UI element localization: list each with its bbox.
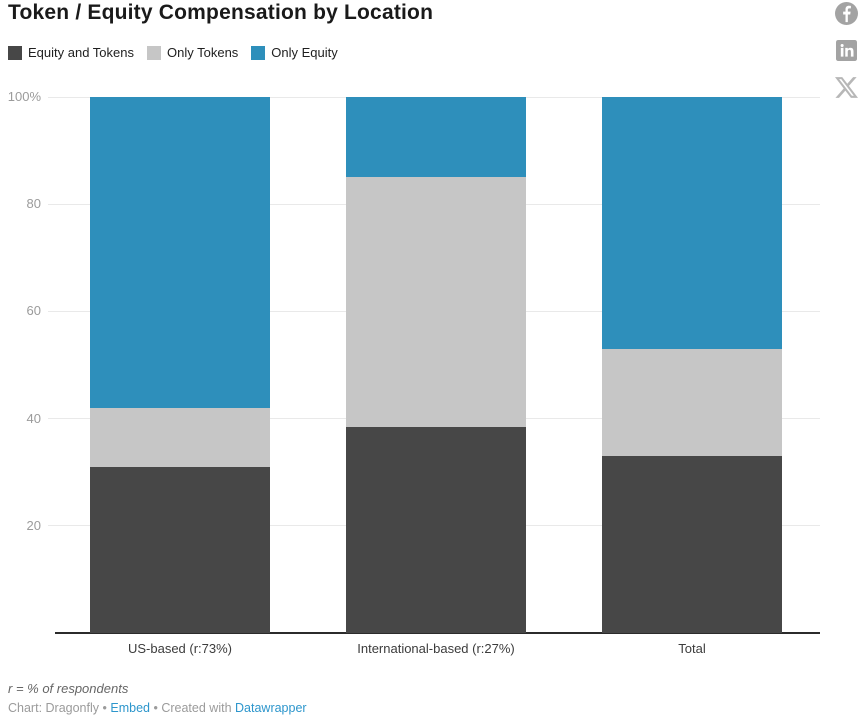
bar-segment-only-tokens[interactable] — [346, 177, 526, 427]
stacked-bar — [346, 97, 526, 633]
share-toolbar — [835, 2, 858, 114]
legend-swatch — [147, 45, 161, 60]
legend-swatch — [8, 45, 22, 60]
facebook-share-icon[interactable] — [835, 2, 858, 25]
y-axis-tick-label: 60 — [26, 303, 41, 319]
linkedin-share-icon[interactable] — [836, 40, 857, 61]
legend-item: Only Tokens — [147, 45, 238, 60]
datawrapper-link[interactable]: Datawrapper — [235, 701, 307, 715]
legend-item: Equity and Tokens — [8, 45, 134, 60]
bar-segment-only-equity[interactable] — [346, 97, 526, 178]
bar-segment-only-tokens[interactable] — [90, 407, 270, 467]
credit-separator: • — [102, 701, 107, 715]
x-axis-category-label: US-based (r:73%) — [127, 641, 233, 656]
legend-label: Equity and Tokens — [28, 45, 134, 60]
bar-segment-only-equity[interactable] — [90, 97, 270, 408]
y-axis-tick-label: 80 — [26, 196, 41, 212]
y-axis-tick-label: 100% — [7, 89, 41, 104]
footnote: r = % of respondents — [8, 681, 129, 696]
x-axis-category-label: Total — [678, 641, 706, 656]
credit-line: Chart: Dragonfly • Embed • Created with … — [8, 701, 307, 715]
y-axis-tick-label: 20 — [26, 517, 41, 533]
legend-swatch — [251, 45, 266, 60]
legend-label: Only Equity — [271, 45, 338, 60]
chart-legend: Equity and Tokens Only Tokens Only Equity — [8, 45, 338, 60]
bar-segment-equity-and-tokens[interactable] — [90, 466, 270, 633]
stacked-bar — [90, 97, 270, 633]
x-share-icon[interactable] — [835, 76, 858, 99]
credit-prefix: Chart: Dragonfly — [8, 701, 100, 715]
bar-segment-equity-and-tokens[interactable] — [346, 426, 526, 633]
gridline — [48, 96, 820, 98]
stacked-bar — [602, 97, 782, 633]
chart-area: US-based (r:73%) International-based (r:2… — [0, 89, 861, 672]
y-axis-tick-label: 40 — [26, 410, 41, 426]
embed-link[interactable]: Embed — [110, 701, 150, 715]
bar-segment-only-tokens[interactable] — [602, 348, 782, 457]
credit-separator-2: • — [153, 701, 158, 715]
legend-label: Only Tokens — [167, 45, 239, 60]
x-axis-category-label: International-based (r:27%) — [357, 641, 515, 656]
bar-segment-equity-and-tokens[interactable] — [602, 456, 782, 633]
page-title: Token / Equity Compensation by Location — [8, 1, 434, 24]
legend-item: Only Equity — [251, 45, 338, 60]
bar-segment-only-equity[interactable] — [602, 97, 782, 349]
plot-area: US-based (r:73%) International-based (r:2… — [48, 96, 820, 656]
credit-created-with: Created with — [161, 701, 232, 715]
